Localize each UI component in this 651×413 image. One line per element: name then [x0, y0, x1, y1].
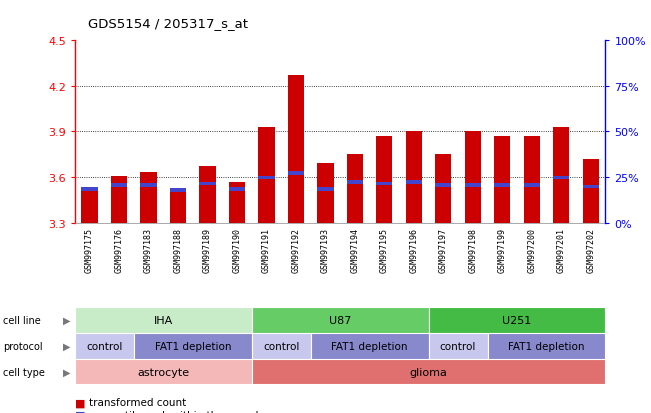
- Text: GSM997192: GSM997192: [292, 227, 300, 272]
- Bar: [170, 189, 186, 193]
- Bar: [81, 188, 98, 191]
- Text: cell line: cell line: [3, 316, 41, 325]
- Text: ▶: ▶: [62, 367, 70, 377]
- Bar: [252, 308, 428, 333]
- Bar: [488, 333, 605, 359]
- Text: GSM997193: GSM997193: [321, 227, 330, 272]
- Bar: [428, 333, 488, 359]
- Text: GSM997195: GSM997195: [380, 227, 389, 272]
- Bar: [347, 180, 363, 184]
- Text: GSM997189: GSM997189: [203, 227, 212, 272]
- Bar: [494, 184, 510, 188]
- Bar: [75, 308, 252, 333]
- Bar: [406, 180, 422, 184]
- Bar: [258, 128, 275, 223]
- Text: FAT1 depletion: FAT1 depletion: [154, 341, 231, 351]
- Bar: [553, 128, 570, 223]
- Text: ▶: ▶: [62, 316, 70, 325]
- Text: GSM997197: GSM997197: [439, 227, 448, 272]
- Text: GSM997176: GSM997176: [115, 227, 124, 272]
- Bar: [75, 333, 134, 359]
- Bar: [523, 184, 540, 188]
- Bar: [199, 167, 215, 223]
- Text: GSM997199: GSM997199: [498, 227, 506, 272]
- Text: U87: U87: [329, 316, 352, 325]
- Bar: [229, 182, 245, 223]
- Bar: [436, 184, 451, 188]
- Text: ■: ■: [75, 397, 85, 407]
- Bar: [465, 184, 481, 188]
- Bar: [252, 333, 311, 359]
- Text: GDS5154 / 205317_s_at: GDS5154 / 205317_s_at: [88, 17, 248, 29]
- Text: GSM997198: GSM997198: [468, 227, 477, 272]
- Text: GSM997175: GSM997175: [85, 227, 94, 272]
- Text: protocol: protocol: [3, 341, 43, 351]
- Text: control: control: [86, 341, 122, 351]
- Bar: [465, 132, 481, 223]
- Bar: [583, 185, 599, 189]
- Text: ■: ■: [75, 410, 85, 413]
- Text: percentile rank within the sample: percentile rank within the sample: [89, 410, 265, 413]
- Text: control: control: [263, 341, 299, 351]
- Bar: [199, 182, 215, 186]
- Bar: [317, 164, 333, 223]
- Bar: [141, 184, 157, 188]
- Text: GSM997191: GSM997191: [262, 227, 271, 272]
- Bar: [553, 176, 570, 180]
- Text: IHA: IHA: [154, 316, 173, 325]
- Text: glioma: glioma: [409, 367, 447, 377]
- Text: FAT1 depletion: FAT1 depletion: [508, 341, 585, 351]
- Bar: [376, 182, 393, 186]
- Text: cell type: cell type: [3, 367, 45, 377]
- Text: ▶: ▶: [62, 341, 70, 351]
- Bar: [111, 176, 127, 223]
- Bar: [81, 190, 98, 223]
- Text: GSM997190: GSM997190: [232, 227, 242, 272]
- Bar: [347, 155, 363, 223]
- Text: GSM997183: GSM997183: [144, 227, 153, 272]
- Text: GSM997200: GSM997200: [527, 227, 536, 272]
- Bar: [111, 184, 127, 188]
- Text: U251: U251: [503, 316, 532, 325]
- Text: GSM997202: GSM997202: [586, 227, 595, 272]
- Text: GSM997194: GSM997194: [350, 227, 359, 272]
- Bar: [494, 137, 510, 223]
- Bar: [406, 132, 422, 223]
- Bar: [376, 137, 393, 223]
- Text: GSM997196: GSM997196: [409, 227, 419, 272]
- Bar: [141, 173, 157, 223]
- Bar: [436, 155, 451, 223]
- Text: GSM997188: GSM997188: [174, 227, 182, 272]
- Bar: [258, 176, 275, 180]
- Bar: [288, 76, 304, 223]
- Bar: [523, 137, 540, 223]
- Text: GSM997201: GSM997201: [557, 227, 566, 272]
- Bar: [311, 333, 428, 359]
- Bar: [75, 359, 252, 385]
- Bar: [288, 171, 304, 175]
- Bar: [134, 333, 252, 359]
- Bar: [170, 190, 186, 223]
- Text: transformed count: transformed count: [89, 397, 186, 407]
- Bar: [428, 308, 605, 333]
- Text: FAT1 depletion: FAT1 depletion: [331, 341, 408, 351]
- Bar: [252, 359, 605, 385]
- Bar: [317, 188, 333, 191]
- Text: astrocyte: astrocyte: [137, 367, 189, 377]
- Bar: [583, 159, 599, 223]
- Bar: [229, 188, 245, 191]
- Text: control: control: [440, 341, 477, 351]
